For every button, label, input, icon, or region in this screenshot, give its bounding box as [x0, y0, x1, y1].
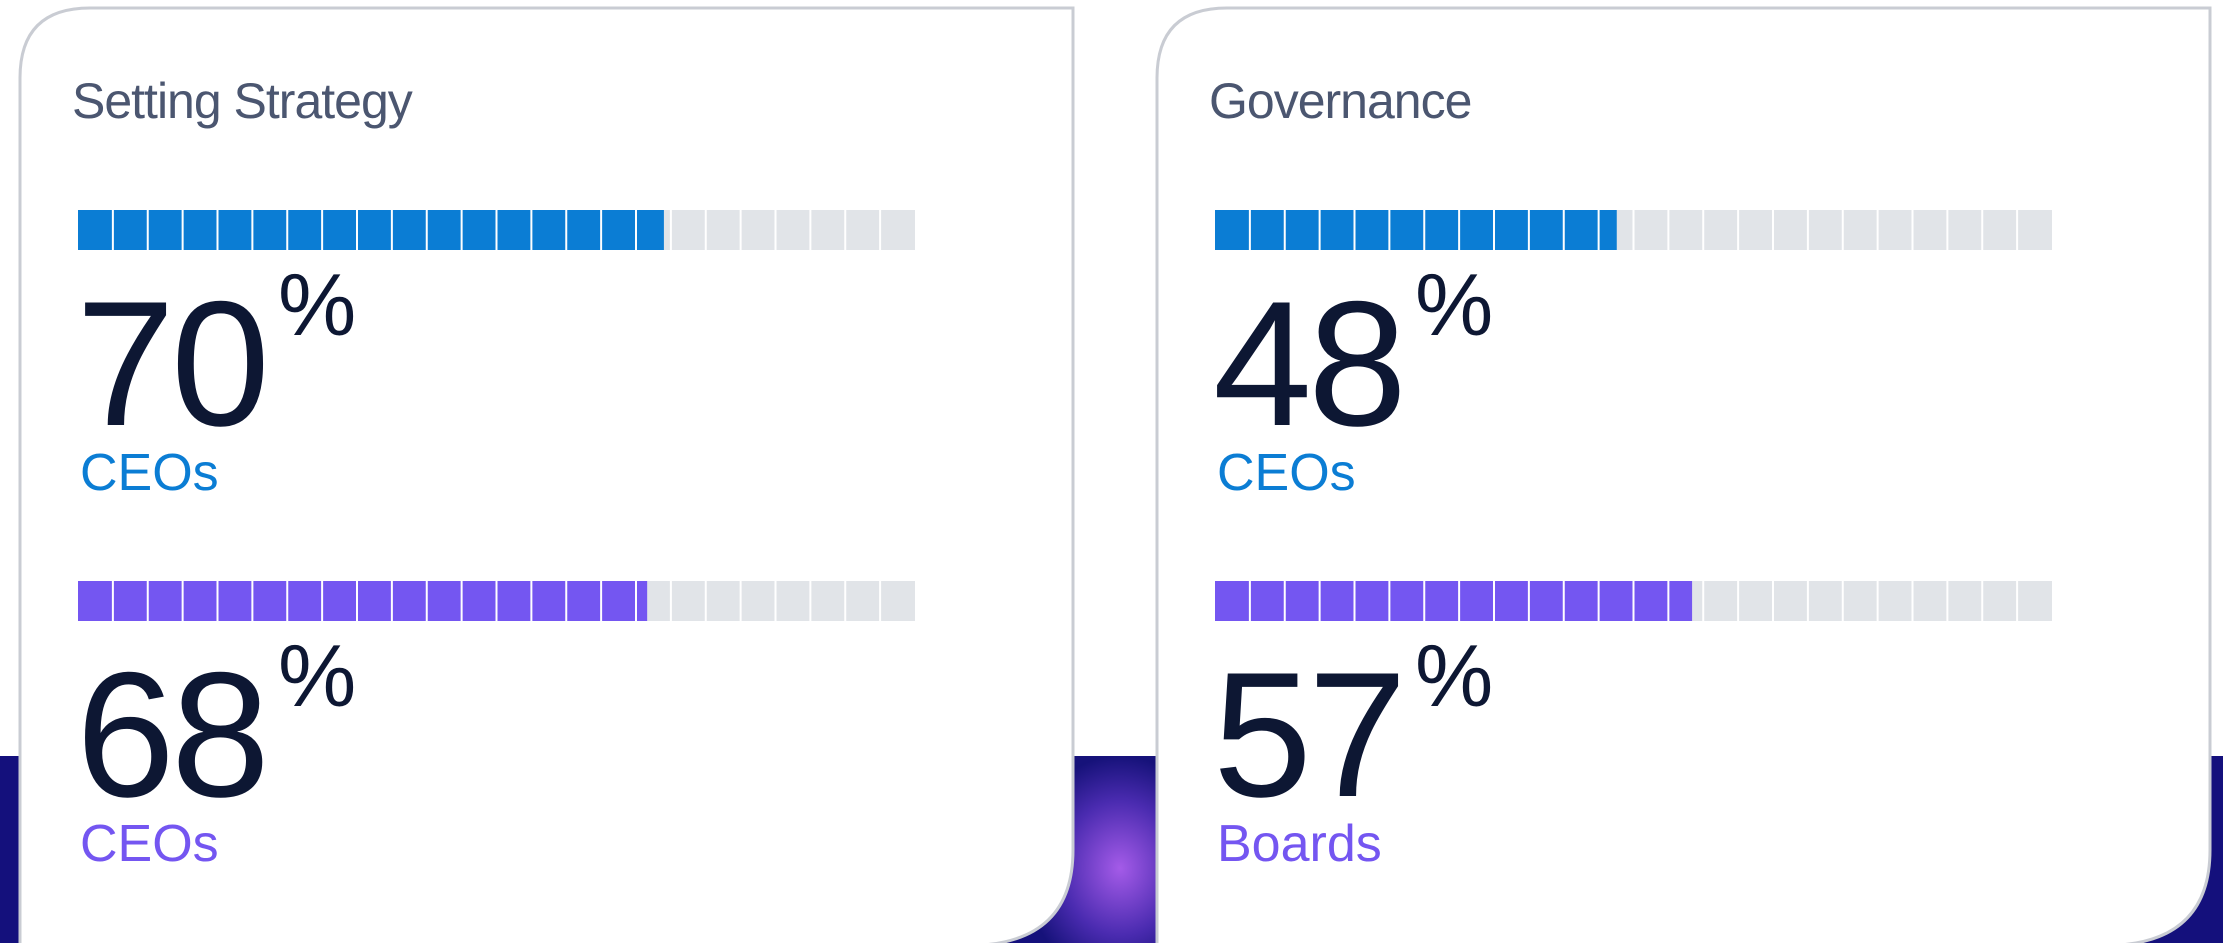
stat-value: 68	[76, 635, 266, 834]
bar-fill	[1215, 210, 1617, 250]
stat-value: 70	[76, 264, 266, 463]
bar-fill	[1215, 581, 1692, 621]
stat-label: CEOs	[80, 815, 219, 873]
bar-fill	[78, 581, 647, 621]
stat-unit: %	[278, 626, 356, 725]
stat-label: CEOs	[1217, 444, 1356, 502]
stat-value: 57	[1213, 635, 1403, 834]
stat-label: CEOs	[80, 444, 219, 502]
card-title: Governance	[1209, 73, 1471, 129]
bar-fill	[78, 210, 664, 250]
stat-unit: %	[1415, 626, 1493, 725]
stat-label: Boards	[1217, 815, 1382, 873]
card-title: Setting Strategy	[72, 73, 413, 129]
stat-value: 48	[1213, 264, 1403, 463]
stat-unit: %	[278, 255, 356, 354]
stat-unit: %	[1415, 255, 1493, 354]
stats-panel: Setting Strategy70%CEOs68%CEOsGovernance…	[0, 0, 2223, 943]
